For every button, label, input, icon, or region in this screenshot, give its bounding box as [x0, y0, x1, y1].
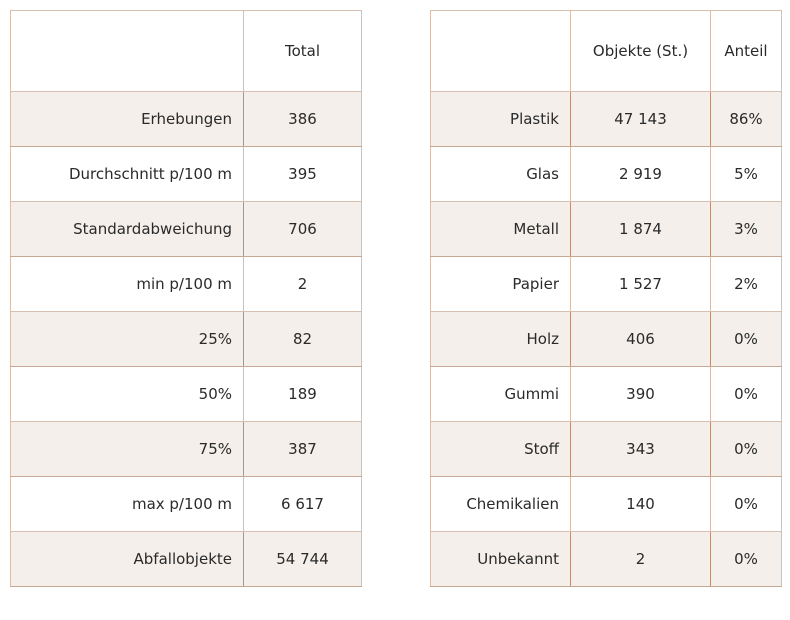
row-label: max p/100 m	[10, 476, 244, 532]
object-count: 343	[570, 421, 711, 477]
row-label: 25%	[10, 311, 244, 367]
share-value: 5%	[710, 146, 782, 202]
object-count: 390	[570, 366, 711, 422]
material-label: Metall	[430, 201, 571, 257]
row-label: Durchschnitt p/100 m	[10, 146, 244, 202]
table-row: Stoff 343 0%	[430, 421, 782, 477]
row-value: 387	[243, 421, 362, 477]
table-row: Holz 406 0%	[430, 311, 782, 367]
row-value: 395	[243, 146, 362, 202]
row-value: 82	[243, 311, 362, 367]
table-row: Durchschnitt p/100 m 395	[10, 146, 362, 202]
object-count: 1 874	[570, 201, 711, 257]
table-row: 50% 189	[10, 366, 362, 422]
column-header	[430, 10, 571, 92]
share-value: 0%	[710, 311, 782, 367]
row-value: 386	[243, 91, 362, 147]
column-header-objects: Objekte (St.)	[570, 10, 711, 92]
row-value: 2	[243, 256, 362, 312]
material-label: Stoff	[430, 421, 571, 477]
table-row: max p/100 m 6 617	[10, 476, 362, 532]
table-row: Standardabweichung 706	[10, 201, 362, 257]
row-value: 6 617	[243, 476, 362, 532]
material-breakdown-table: Objekte (St.) Anteil Plastik 47 143 86% …	[430, 10, 782, 587]
table-header-row: Total	[10, 10, 362, 92]
column-header-total: Total	[243, 10, 362, 92]
object-count: 47 143	[570, 91, 711, 147]
row-value: 54 744	[243, 531, 362, 587]
table-row: Erhebungen 386	[10, 91, 362, 147]
summary-statistics-table: Total Erhebungen 386 Durchschnitt p/100 …	[10, 10, 362, 587]
row-label: 50%	[10, 366, 244, 422]
column-header	[10, 10, 244, 92]
material-label: Holz	[430, 311, 571, 367]
row-label: min p/100 m	[10, 256, 244, 312]
row-label: Standardabweichung	[10, 201, 244, 257]
object-count: 406	[570, 311, 711, 367]
object-count: 2	[570, 531, 711, 587]
table-row: min p/100 m 2	[10, 256, 362, 312]
share-value: 0%	[710, 476, 782, 532]
table-row: Unbekannt 2 0%	[430, 531, 782, 587]
table-row: Abfallobjekte 54 744	[10, 531, 362, 587]
table-row: Metall 1 874 3%	[430, 201, 782, 257]
material-label: Chemikalien	[430, 476, 571, 532]
material-label: Papier	[430, 256, 571, 312]
table-header-row: Objekte (St.) Anteil	[430, 10, 782, 92]
object-count: 2 919	[570, 146, 711, 202]
table-row: Gummi 390 0%	[430, 366, 782, 422]
share-value: 0%	[710, 531, 782, 587]
share-value: 0%	[710, 421, 782, 477]
share-value: 0%	[710, 366, 782, 422]
material-label: Plastik	[430, 91, 571, 147]
row-label: Abfallobjekte	[10, 531, 244, 587]
object-count: 1 527	[570, 256, 711, 312]
row-value: 189	[243, 366, 362, 422]
row-label: Erhebungen	[10, 91, 244, 147]
material-label: Gummi	[430, 366, 571, 422]
table-row: Plastik 47 143 86%	[430, 91, 782, 147]
table-row: Papier 1 527 2%	[430, 256, 782, 312]
material-label: Unbekannt	[430, 531, 571, 587]
object-count: 140	[570, 476, 711, 532]
table-row: 75% 387	[10, 421, 362, 477]
column-header-share: Anteil	[710, 10, 782, 92]
share-value: 86%	[710, 91, 782, 147]
table-row: Glas 2 919 5%	[430, 146, 782, 202]
row-value: 706	[243, 201, 362, 257]
row-label: 75%	[10, 421, 244, 477]
share-value: 3%	[710, 201, 782, 257]
table-row: 25% 82	[10, 311, 362, 367]
share-value: 2%	[710, 256, 782, 312]
material-label: Glas	[430, 146, 571, 202]
table-row: Chemikalien 140 0%	[430, 476, 782, 532]
